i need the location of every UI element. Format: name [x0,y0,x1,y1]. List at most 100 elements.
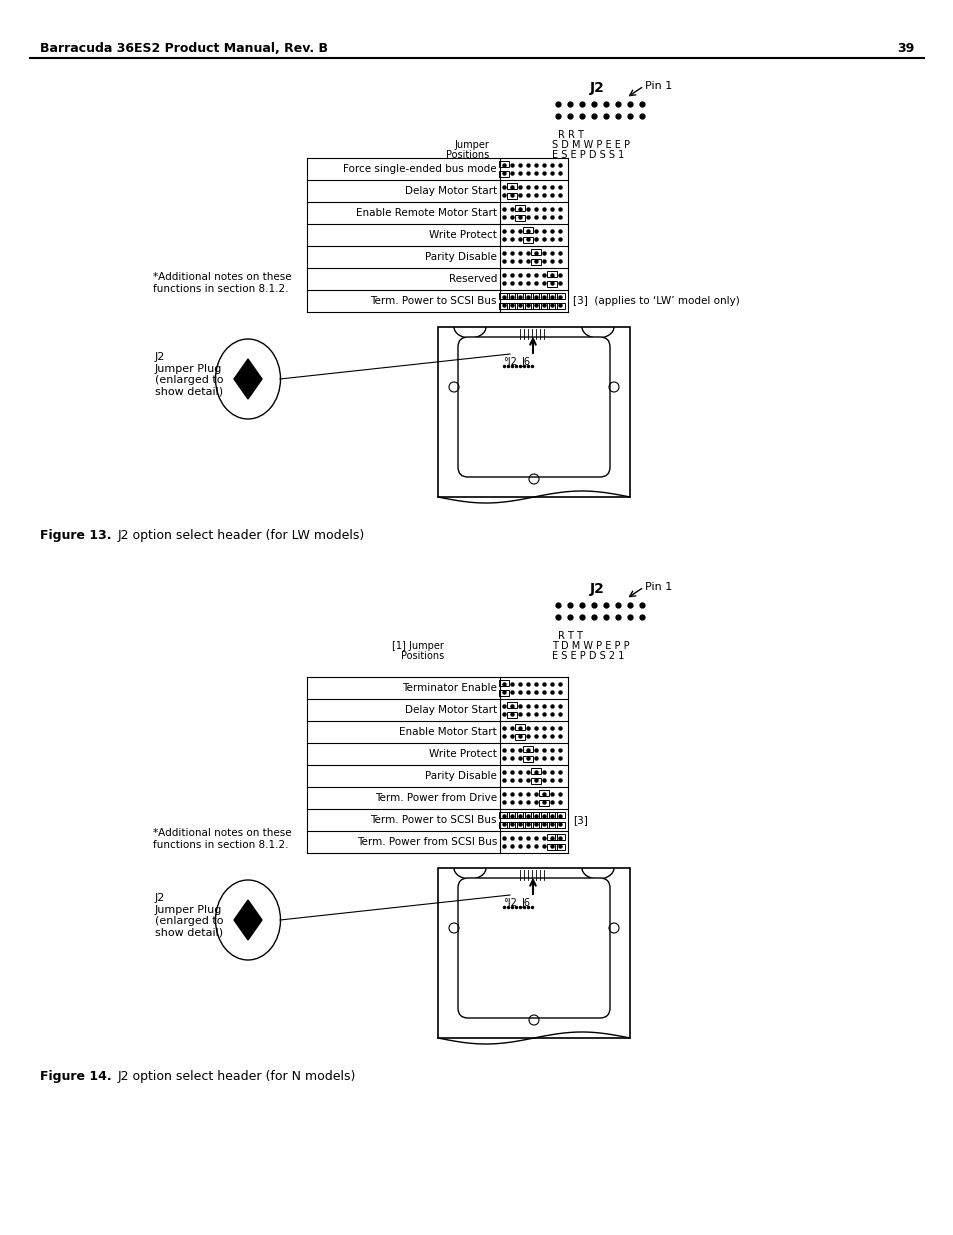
Bar [515,303,524,309]
Bar [522,823,533,827]
Text: Barracuda 36ES2 Product Manual, Rev. B: Barracuda 36ES2 Product Manual, Rev. B [40,42,328,56]
Bar [531,811,540,818]
Bar [522,746,533,752]
FancyBboxPatch shape [457,878,609,1018]
Text: Delay Motor Start: Delay Motor Start [404,186,497,196]
Text: Parity Disable: Parity Disable [425,252,497,262]
Bar [538,293,548,299]
Bar [506,183,517,189]
Bar [531,823,540,827]
Text: Pin 1: Pin 1 [644,82,672,91]
Bar [531,768,540,774]
Text: *Additional notes on these
functions in section 8.1.2.: *Additional notes on these functions in … [152,272,292,294]
Text: Positions: Positions [400,651,443,661]
Ellipse shape [215,881,280,960]
Bar [531,249,540,254]
Bar [515,205,524,211]
Bar [506,811,517,818]
Text: Parity Disable: Parity Disable [425,771,497,781]
Text: T D M W P E P P: T D M W P E P P [552,641,629,651]
Text: Term. Power from SCSI Bus: Term. Power from SCSI Bus [356,837,497,847]
Bar [506,701,517,708]
Bar [522,293,533,299]
Bar [546,293,557,299]
Bar [517,329,547,338]
Text: Terminator Enable: Terminator Enable [402,683,497,693]
FancyBboxPatch shape [457,337,609,477]
Bar [538,811,548,818]
Text: Figure 14.: Figure 14. [40,1070,112,1083]
Bar [522,811,533,818]
Text: E S E P D S 2 1: E S E P D S 2 1 [552,651,623,661]
Text: Enable Motor Start: Enable Motor Start [399,727,497,737]
Bar [437,327,629,496]
Text: Enable Remote Motor Start: Enable Remote Motor Start [355,207,497,219]
Bar [522,756,533,762]
Text: R T T: R T T [558,631,582,641]
Text: R R T: R R T [558,130,583,140]
Bar [515,293,524,299]
Text: J2
Jumper Plug
(enlarged to
show detail): J2 Jumper Plug (enlarged to show detail) [154,893,223,937]
Bar [555,811,564,818]
Text: J2: J2 [589,82,604,95]
Bar [515,215,524,221]
Text: Write Protect: Write Protect [429,230,497,240]
Text: J6: J6 [520,357,530,367]
Text: J6: J6 [520,898,530,908]
Bar [515,734,524,740]
Bar [515,823,524,827]
Bar [531,293,540,299]
Bar [555,844,564,850]
Text: Pin 1: Pin 1 [644,582,672,592]
Bar [517,869,547,881]
Text: Reserved: Reserved [448,274,497,284]
Text: Figure 13.: Figure 13. [40,529,112,542]
Bar [498,680,509,685]
Bar [546,834,557,840]
Text: Force single-ended bus mode: Force single-ended bus mode [343,164,497,174]
Text: °J2: °J2 [502,898,517,908]
Bar [555,823,564,827]
Bar [546,303,557,309]
Bar [506,713,517,718]
Bar [546,811,557,818]
Bar [506,823,517,827]
Bar [498,690,509,697]
Text: Term. Power from Drive: Term. Power from Drive [375,793,497,803]
Bar [498,293,509,299]
Text: [1] Jumper: [1] Jumper [392,641,443,651]
Text: Term. Power to SCSI Bus: Term. Power to SCSI Bus [370,296,497,306]
Text: S D M W P E E P: S D M W P E E P [552,140,629,149]
Text: J2
Jumper Plug
(enlarged to
show detail): J2 Jumper Plug (enlarged to show detail) [154,352,223,396]
Bar [522,237,533,243]
Bar [506,293,517,299]
Polygon shape [233,359,262,399]
Ellipse shape [215,338,280,419]
Bar [522,227,533,233]
Bar [538,303,548,309]
Bar [546,270,557,277]
Bar [555,303,564,309]
Text: Write Protect: Write Protect [429,748,497,760]
Bar [538,823,548,827]
Bar [498,161,509,167]
Bar [531,778,540,784]
Text: *Additional notes on these
functions in section 8.1.2.: *Additional notes on these functions in … [152,827,292,850]
Text: E S E P D S S 1: E S E P D S S 1 [552,149,623,161]
Text: J2 option select header (for N models): J2 option select header (for N models) [118,1070,356,1083]
Bar [498,303,509,309]
Bar [515,724,524,730]
Bar [531,303,540,309]
Text: Term. Power to SCSI Bus: Term. Power to SCSI Bus [370,815,497,825]
Bar [531,259,540,266]
Text: Delay Motor Start: Delay Motor Start [404,705,497,715]
Bar [437,868,629,1037]
Text: 39: 39 [896,42,913,56]
Bar [506,193,517,199]
Text: °J2: °J2 [502,357,517,367]
Bar [546,823,557,827]
Text: Jumper: Jumper [454,140,489,149]
Bar [498,823,509,827]
Bar [498,811,509,818]
Text: [3]: [3] [573,815,587,825]
